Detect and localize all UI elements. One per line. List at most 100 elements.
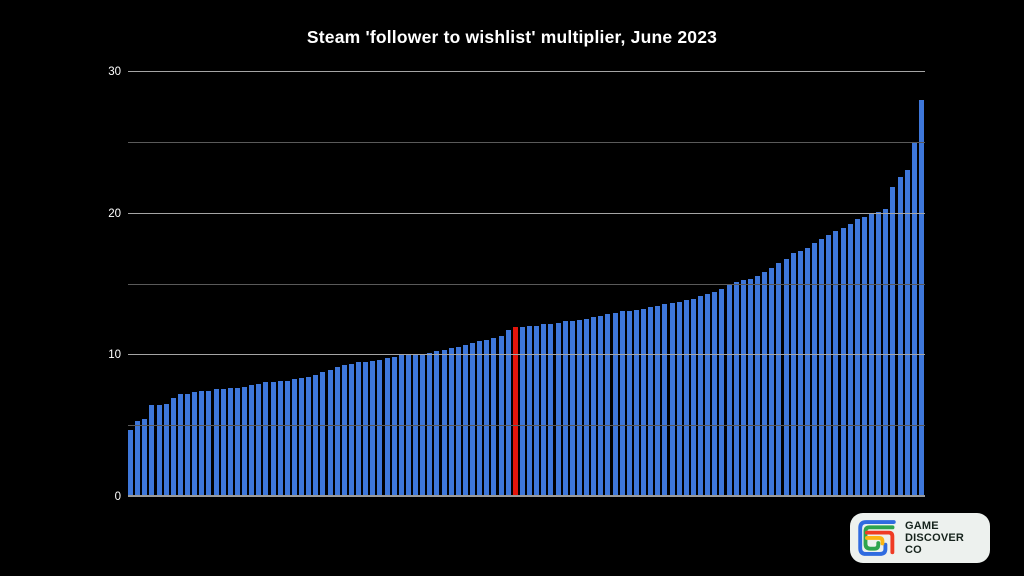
bar[interactable] [662,304,668,497]
bar[interactable] [576,319,582,497]
bar[interactable] [491,338,497,497]
bar[interactable] [370,361,376,497]
bar[interactable] [598,315,604,497]
bar[interactable] [142,419,148,497]
bar[interactable] [391,356,397,497]
bar[interactable] [420,353,426,497]
bar[interactable] [405,355,411,497]
bar[interactable] [669,302,675,497]
bar[interactable] [185,393,190,497]
bar[interactable] [790,253,796,497]
bar[interactable] [569,321,575,497]
bar[interactable] [348,363,354,497]
bar[interactable] [413,353,418,497]
bar[interactable] [199,390,205,497]
bar[interactable] [797,250,803,497]
bar[interactable] [149,404,155,497]
bar[interactable] [306,376,312,497]
bar[interactable] [327,369,333,497]
bar[interactable] [234,387,240,497]
bar[interactable] [648,307,654,497]
bar[interactable] [804,247,810,497]
bar[interactable] [249,385,255,497]
bar[interactable] [897,176,903,497]
bar[interactable] [170,397,176,497]
bar[interactable] [534,325,540,497]
bar[interactable] [313,375,319,497]
bar[interactable] [206,390,212,497]
bar[interactable] [192,392,198,497]
bar[interactable] [733,281,739,497]
bar[interactable] [847,223,853,497]
bar[interactable] [341,365,347,497]
bar[interactable] [712,291,718,497]
bar[interactable] [427,352,433,497]
bar[interactable] [242,386,247,497]
bar[interactable] [619,311,625,497]
bar[interactable] [918,100,924,497]
bar[interactable] [812,243,817,497]
bar[interactable] [263,382,269,497]
bar[interactable] [462,345,468,497]
bar[interactable] [655,305,661,497]
bar[interactable] [484,339,490,497]
bar[interactable] [869,213,874,497]
bar[interactable] [527,325,532,497]
bar[interactable] [826,234,832,497]
bar[interactable] [334,366,340,497]
bar[interactable] [562,321,568,497]
bar[interactable] [641,308,646,497]
bar[interactable] [477,341,483,497]
bar[interactable] [384,358,390,497]
bar[interactable] [876,212,882,497]
bar[interactable] [220,389,226,497]
bar[interactable] [256,383,262,497]
bar[interactable] [213,389,219,497]
bar[interactable] [833,230,839,497]
bar[interactable] [377,359,383,497]
bar[interactable] [591,317,597,497]
bar[interactable] [719,288,725,497]
bar[interactable] [270,382,276,497]
bar[interactable] [690,298,696,497]
bar[interactable] [498,335,504,497]
bar[interactable] [676,301,682,497]
bar[interactable] [363,362,369,497]
bar[interactable] [441,349,447,497]
bar[interactable] [840,227,846,497]
bar[interactable] [455,346,461,497]
bar[interactable] [505,329,511,497]
bar[interactable] [434,351,440,497]
bar[interactable] [555,322,561,497]
bar[interactable] [299,378,304,497]
bar[interactable] [705,294,711,497]
bar[interactable] [683,300,689,497]
median-bar[interactable] [512,327,518,497]
bar[interactable] [762,271,768,497]
bar[interactable] [277,380,283,497]
bar[interactable] [633,310,639,497]
bar[interactable] [177,393,183,497]
bar[interactable] [776,263,782,497]
bar[interactable] [861,216,867,497]
bar[interactable] [320,372,326,497]
bar[interactable] [398,355,404,497]
bar[interactable] [854,219,860,497]
bar[interactable] [726,284,732,497]
bar[interactable] [448,348,454,497]
bar[interactable] [156,404,162,497]
bar[interactable] [291,379,297,497]
bar[interactable] [356,362,361,497]
bar[interactable] [698,295,703,497]
bar[interactable] [605,314,611,497]
bar[interactable] [755,276,760,497]
bar[interactable] [163,403,169,497]
bar[interactable] [904,169,910,497]
bar[interactable] [584,318,589,497]
bar[interactable] [883,209,889,497]
bar[interactable] [541,324,547,497]
bar[interactable] [740,280,746,497]
bar[interactable] [284,380,290,497]
bar[interactable] [626,311,632,497]
bar[interactable] [890,186,896,497]
